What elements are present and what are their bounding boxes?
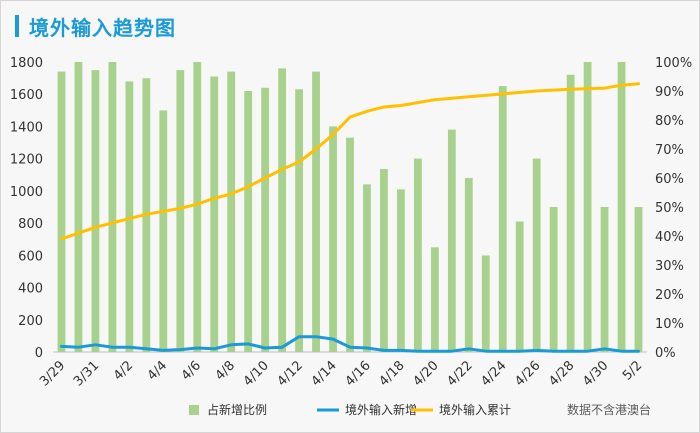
y-right-tick-label: 30% <box>655 259 684 274</box>
bar-share-of-new <box>227 71 236 352</box>
bar-share-of-new <box>108 62 117 352</box>
y-left-tick-label: 600 <box>18 249 43 264</box>
x-tick-label: 4/12 <box>275 358 306 389</box>
x-tick-label: 4/30 <box>580 358 611 389</box>
bar-share-of-new <box>600 207 609 352</box>
bar-share-of-new <box>549 207 558 352</box>
bar-share-of-new <box>515 221 524 352</box>
x-tick-label: 4/6 <box>179 358 204 383</box>
x-tick-label: 4/28 <box>546 358 577 389</box>
bar-share-of-new <box>329 126 337 352</box>
y-right-tick-label: 10% <box>655 317 684 332</box>
bar-share-of-new <box>481 255 490 352</box>
y-left-tick-label: 800 <box>18 217 43 232</box>
y-left-tick-label: 0 <box>35 346 43 361</box>
x-tick-label: 4/24 <box>478 358 509 389</box>
x-tick-label: 4/20 <box>410 358 441 389</box>
x-tick-label: 4/4 <box>145 358 170 383</box>
y-left-tick-label: 1600 <box>10 88 43 103</box>
y-left-tick-label: 400 <box>18 282 43 297</box>
bar-share-of-new <box>295 89 303 352</box>
x-tick-label: 3/29 <box>37 358 68 389</box>
bar-share-of-new <box>312 71 320 352</box>
bar-share-of-new <box>447 129 456 352</box>
title-accent-bar <box>15 15 19 37</box>
bar-share-of-new <box>617 62 626 352</box>
bar-share-of-new <box>397 189 405 352</box>
y-left-tick-label: 1200 <box>10 153 43 168</box>
bar-share-of-new <box>583 62 592 352</box>
y-left-tick-label: 1000 <box>10 185 43 200</box>
bar-share-of-new <box>125 81 134 353</box>
y-right-tick-label: 0% <box>655 346 676 361</box>
bar-share-of-new <box>261 87 270 352</box>
bar-share-of-new <box>244 91 253 352</box>
x-tick-label: 5/2 <box>620 358 645 383</box>
y-left-tick-label: 1800 <box>10 56 43 71</box>
bar-share-of-new <box>380 169 388 352</box>
x-tick-label: 4/16 <box>343 358 374 389</box>
bar-share-of-new <box>74 62 83 352</box>
bar-share-of-new <box>176 70 185 353</box>
y-right-tick-label: 90% <box>655 85 684 100</box>
bar-share-of-new <box>193 62 202 352</box>
title-block: 境外输入趋势图 <box>15 13 176 40</box>
x-tick-label: 4/26 <box>512 358 543 389</box>
x-tick-label: 3/31 <box>71 358 102 389</box>
bar-share-of-new <box>346 137 354 352</box>
y-right-tick-label: 20% <box>655 288 684 303</box>
y-right-tick-label: 40% <box>655 230 684 245</box>
line-imported-new <box>60 335 640 353</box>
x-tick-label: 4/18 <box>376 358 407 389</box>
chart-title: 境外输入趋势图 <box>29 15 176 40</box>
legend-swatch-bar <box>189 405 199 415</box>
line-imported-cumulative <box>60 82 640 241</box>
bar-share-of-new <box>278 68 287 352</box>
x-tick-label: 4/10 <box>241 358 272 389</box>
bar-share-of-new <box>532 158 541 352</box>
bar-share-of-new <box>464 178 473 352</box>
y-right-tick-label: 100% <box>655 56 692 71</box>
x-tick-label: 4/2 <box>111 358 136 383</box>
y-left-tick-label: 200 <box>18 314 43 329</box>
y-right-tick-label: 80% <box>655 114 684 129</box>
y-right-tick-label: 70% <box>655 143 684 158</box>
y-left-tick-label: 1400 <box>10 120 43 135</box>
bar-share-of-new <box>91 70 100 353</box>
bar-share-of-new <box>159 110 168 353</box>
x-tick-label: 4/8 <box>213 358 238 383</box>
x-tick-label: 4/14 <box>309 358 340 389</box>
bar-share-of-new <box>363 184 371 352</box>
legend-label: 境外输入新增 <box>345 402 417 417</box>
x-tick-label: 4/22 <box>444 358 475 389</box>
data-note: 数据不含港澳台 <box>567 402 651 417</box>
bar-share-of-new <box>498 86 507 352</box>
bar-share-of-new <box>413 158 422 352</box>
bar-share-of-new <box>57 71 66 352</box>
legend-label: 境外输入累计 <box>439 402 511 417</box>
bar-share-of-new <box>634 207 643 352</box>
y-right-tick-label: 50% <box>655 201 684 216</box>
bar-share-of-new <box>430 247 439 352</box>
y-right-tick-label: 60% <box>655 172 684 187</box>
legend-label: 占新增比例 <box>207 402 267 417</box>
bar-share-of-new <box>566 74 575 352</box>
bar-share-of-new <box>210 76 219 352</box>
